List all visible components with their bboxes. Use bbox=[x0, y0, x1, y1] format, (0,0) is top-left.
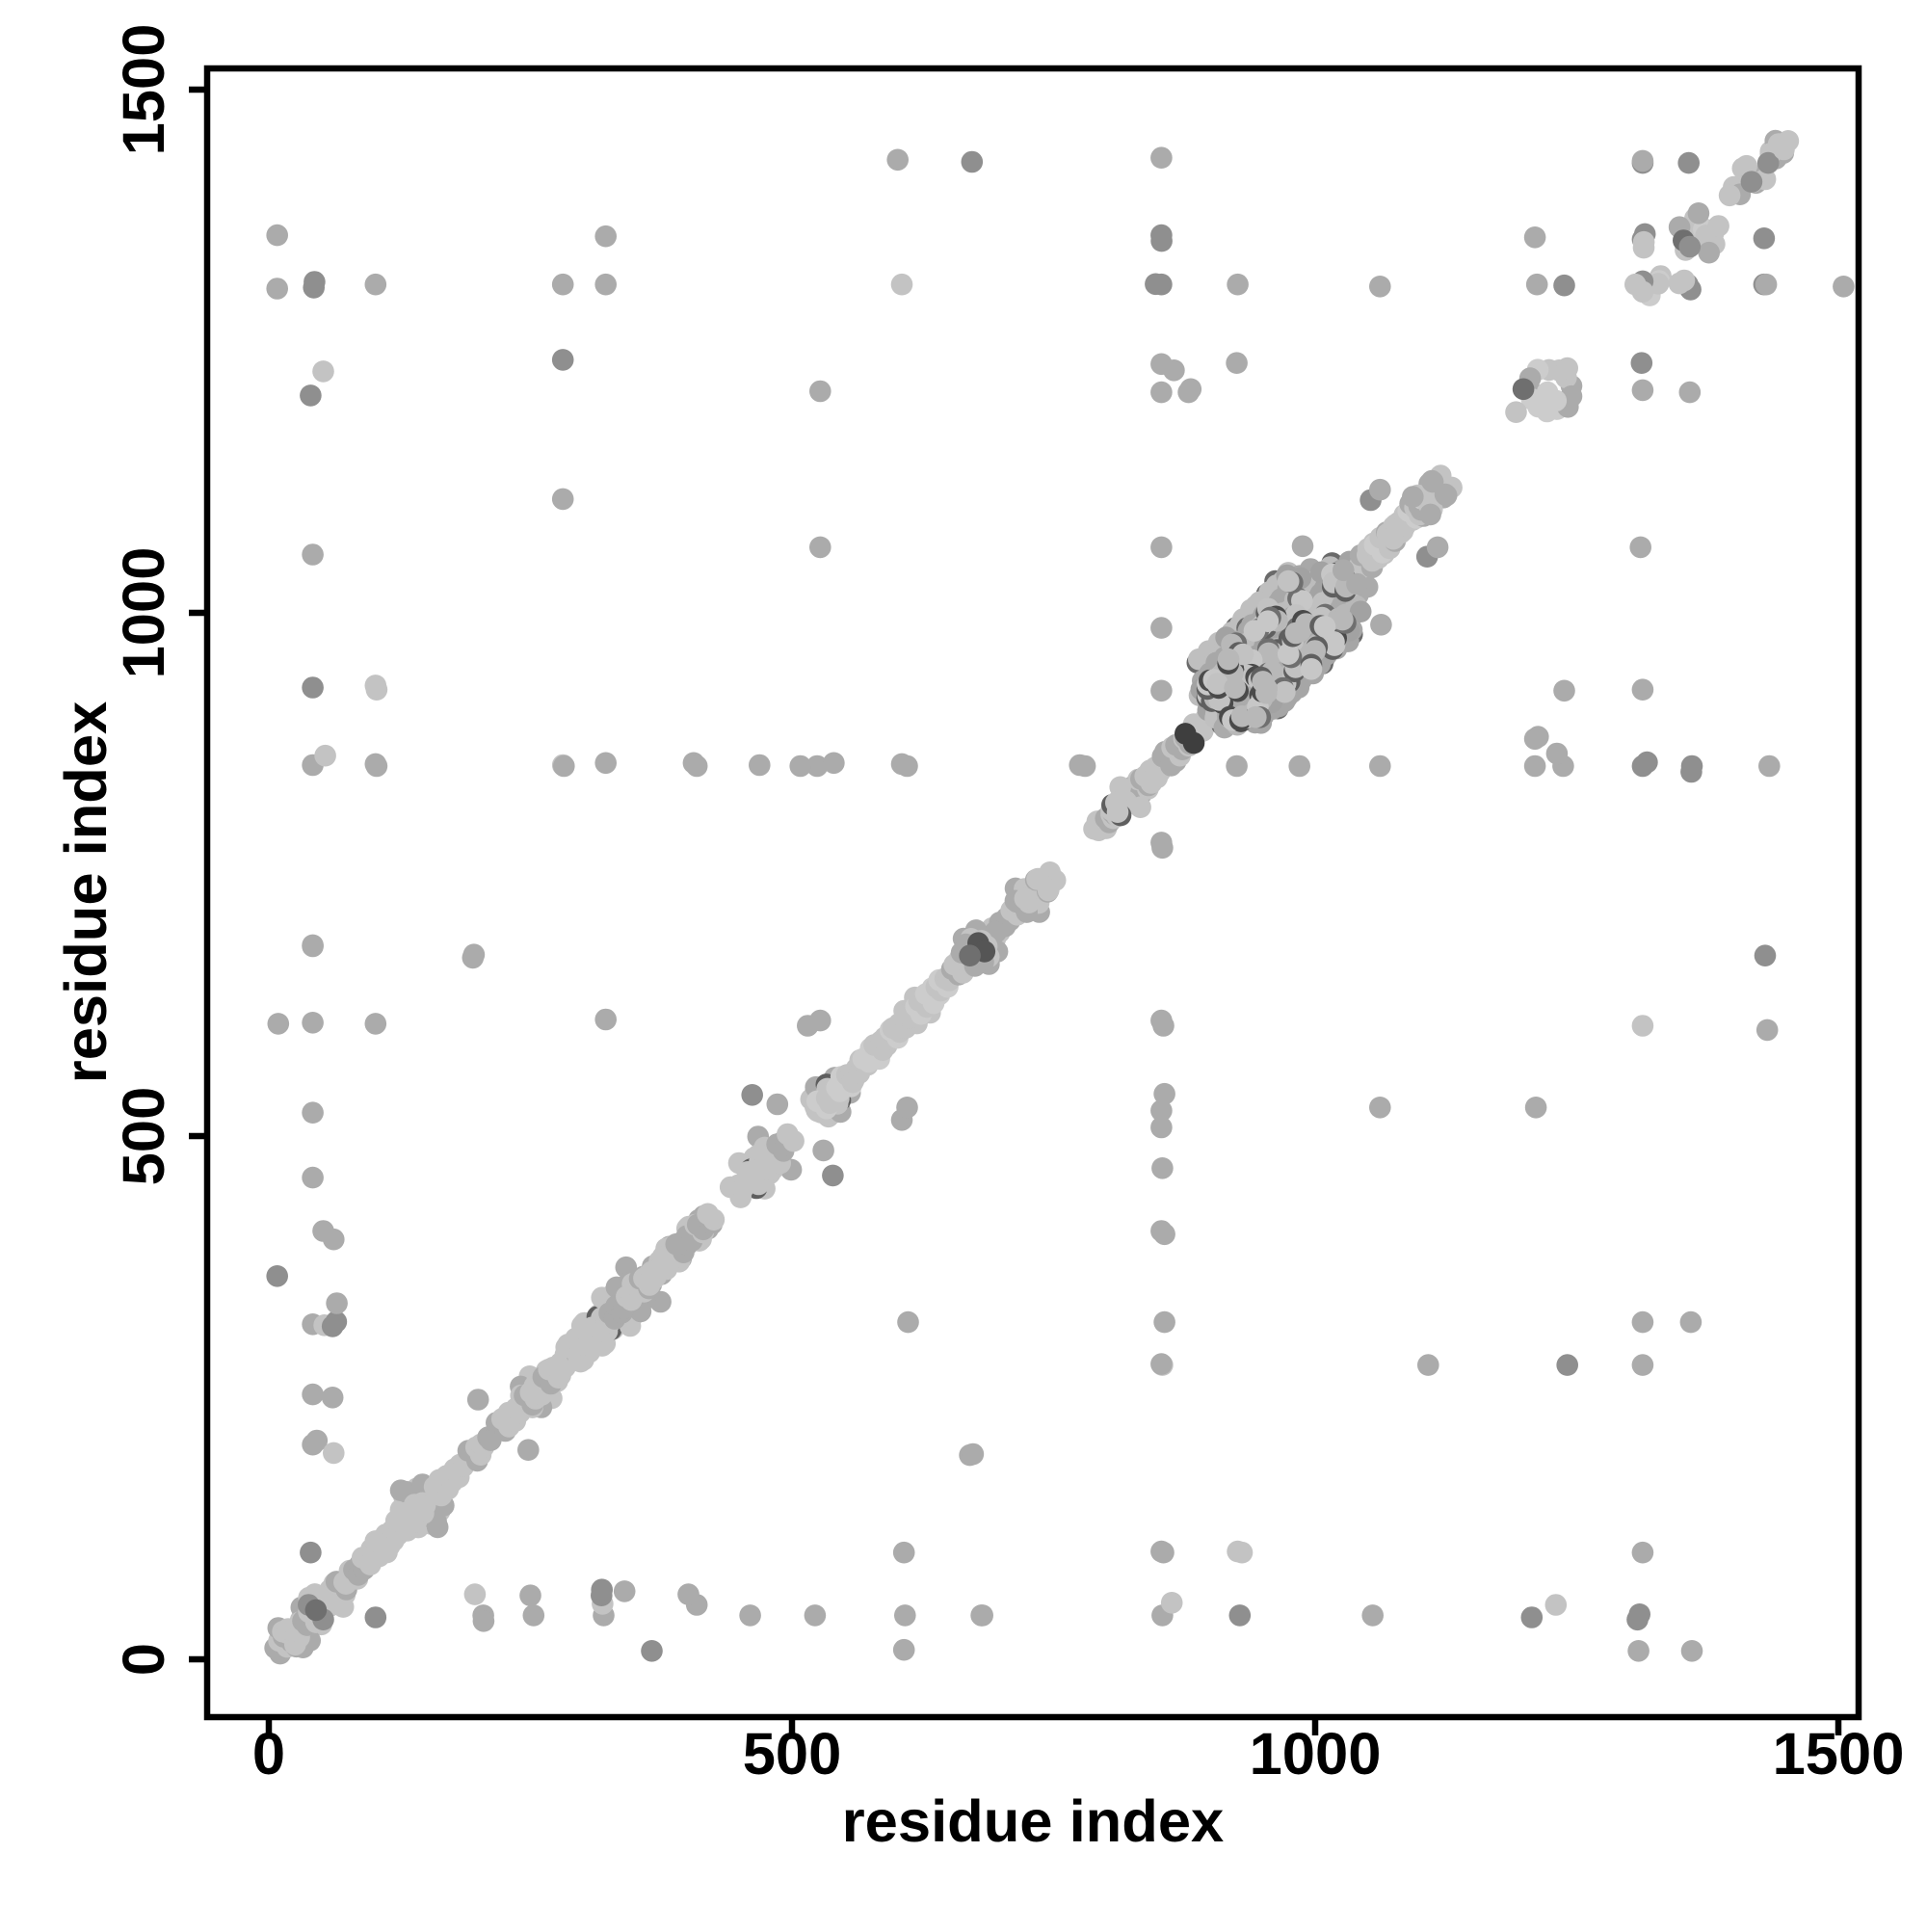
svg-text:residue index: residue index bbox=[53, 701, 119, 1083]
svg-text:0: 0 bbox=[111, 1643, 177, 1676]
svg-text:500: 500 bbox=[743, 1721, 842, 1787]
svg-text:500: 500 bbox=[111, 1087, 177, 1186]
svg-text:1000: 1000 bbox=[1250, 1721, 1382, 1787]
svg-text:1500: 1500 bbox=[1773, 1721, 1905, 1787]
svg-text:0: 0 bbox=[252, 1721, 285, 1787]
svg-text:1000: 1000 bbox=[111, 547, 177, 679]
svg-text:residue index: residue index bbox=[842, 1788, 1224, 1855]
svg-text:1500: 1500 bbox=[111, 24, 177, 156]
